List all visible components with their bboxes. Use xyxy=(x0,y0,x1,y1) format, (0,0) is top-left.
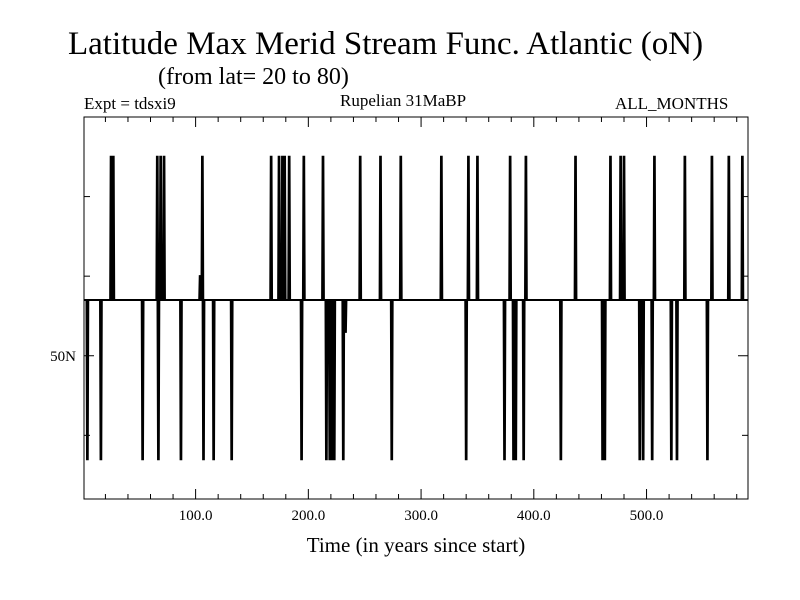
y-tick-label: 50N xyxy=(50,349,76,365)
data-series xyxy=(84,155,748,461)
period-label: Rupelian 31MaBP xyxy=(340,91,467,110)
experiment-label: Expt = tdsxi9 xyxy=(84,94,176,113)
chart-subtitle: (from lat= 20 to 80) xyxy=(158,64,349,90)
x-tick-label: 400.0 xyxy=(517,508,551,524)
plot-frame xyxy=(83,116,749,500)
axis-ticks: 100.0 200.0 300.0 400.0 500.0 50N xyxy=(50,117,748,524)
series-line-latitude_max xyxy=(84,155,748,461)
x-tick-label: 200.0 xyxy=(291,508,325,524)
x-axis-label: Time (in years since start) xyxy=(306,533,526,557)
x-tick-label: 500.0 xyxy=(630,508,664,524)
chart-title: Latitude Max Merid Stream Func. Atlantic… xyxy=(68,26,704,62)
x-tick-label: 300.0 xyxy=(404,508,438,524)
x-tick-label: 100.0 xyxy=(179,508,213,524)
months-label: ALL_MONTHS xyxy=(615,94,729,113)
